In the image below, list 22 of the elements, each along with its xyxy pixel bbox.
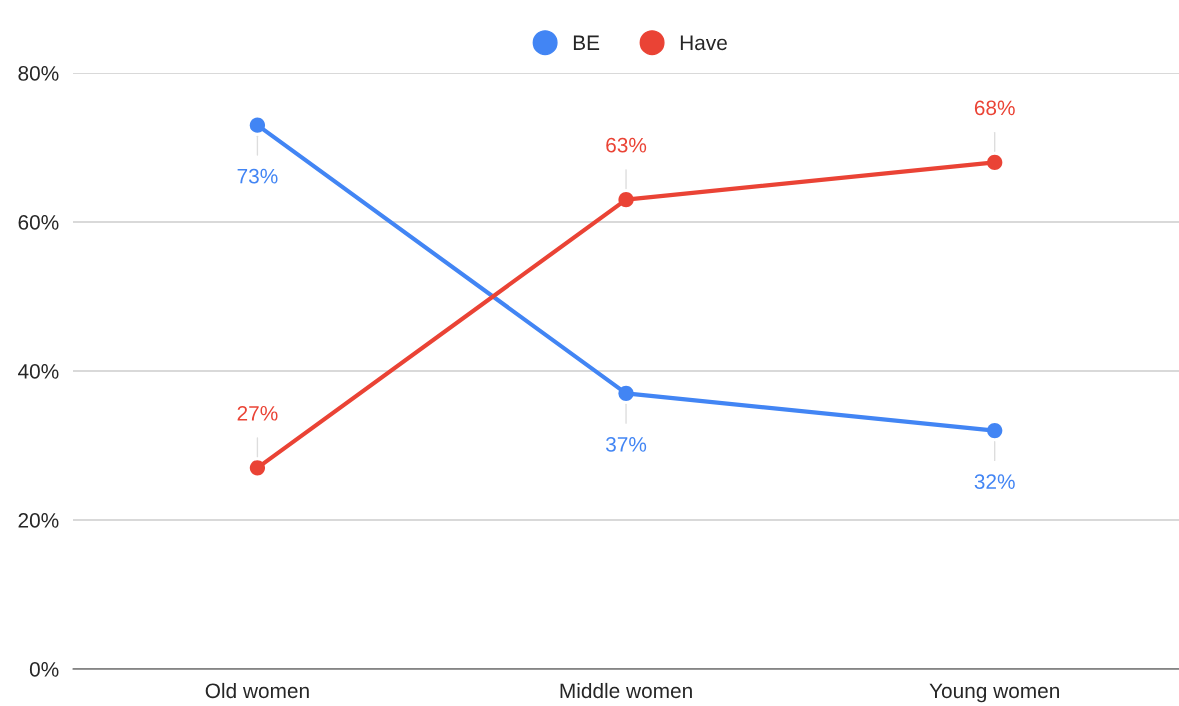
legend-label: Have (680, 35, 727, 51)
point (249, 460, 266, 476)
point (618, 192, 634, 208)
x-tick-label: Young women (929, 683, 1059, 703)
x-tick-label: Middle women (560, 682, 692, 699)
data-label: 63% (606, 137, 647, 153)
y-tick-label: 0% (29, 662, 59, 677)
legend-label: BE (573, 35, 600, 50)
data-label: 73% (237, 168, 278, 184)
y-tick-label: 80% (18, 66, 59, 81)
y-tick-label: 60% (18, 215, 59, 230)
x-tick-label: Old women (205, 682, 309, 699)
point (249, 117, 266, 133)
y-tick-label: 20% (18, 513, 59, 528)
data-label: 37% (606, 436, 647, 452)
data-label: 68% (974, 100, 1015, 116)
point (618, 385, 634, 401)
y-tick-label: 40% (17, 364, 59, 379)
point (987, 422, 1003, 439)
data-label: 32% (974, 474, 1015, 489)
point (987, 154, 1003, 171)
data-label: 27% (237, 405, 278, 421)
